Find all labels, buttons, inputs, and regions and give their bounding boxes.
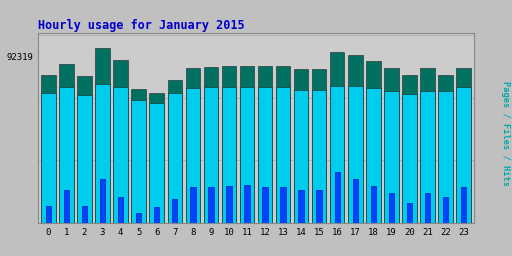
Bar [226, 186, 231, 223]
Bar [185, 68, 200, 223]
Bar [59, 64, 74, 223]
Bar [172, 199, 178, 223]
Bar [258, 87, 272, 223]
Bar [438, 91, 453, 223]
Bar [330, 86, 345, 223]
Bar [294, 90, 308, 223]
Bar [136, 213, 141, 223]
Bar [82, 206, 87, 223]
Bar [384, 91, 399, 223]
Text: Pages / Files / Hits: Pages / Files / Hits [501, 81, 510, 186]
Bar [294, 69, 308, 223]
Bar [366, 61, 380, 223]
Bar [118, 197, 123, 223]
Text: Hourly usage for January 2015: Hourly usage for January 2015 [38, 19, 245, 32]
Bar [456, 68, 471, 223]
Bar [240, 66, 254, 223]
Bar [59, 87, 74, 223]
Bar [353, 179, 358, 223]
Bar [348, 55, 362, 223]
Bar [334, 172, 340, 223]
Bar [113, 87, 128, 223]
Bar [366, 88, 380, 223]
Bar [281, 187, 286, 223]
Bar [316, 190, 322, 223]
Bar [41, 75, 56, 223]
Bar [77, 76, 92, 223]
Bar [330, 52, 345, 223]
Bar [95, 48, 110, 223]
Bar [402, 94, 417, 223]
Bar [63, 190, 69, 223]
Bar [240, 87, 254, 223]
Bar [262, 187, 268, 223]
Bar [461, 187, 466, 223]
Bar [41, 93, 56, 223]
Bar [113, 60, 128, 223]
Bar [276, 66, 290, 223]
Bar [276, 87, 290, 223]
Bar [222, 66, 236, 223]
Bar [100, 179, 105, 223]
Bar [258, 66, 272, 223]
Bar [420, 68, 435, 223]
Bar [154, 207, 159, 223]
Bar [312, 90, 327, 223]
Bar [204, 87, 218, 223]
Bar [348, 86, 362, 223]
Bar [298, 190, 304, 223]
Bar [46, 206, 51, 223]
Bar [456, 87, 471, 223]
Bar [222, 87, 236, 223]
Bar [204, 67, 218, 223]
Bar [150, 93, 164, 223]
Bar [389, 193, 394, 223]
Bar [384, 68, 399, 223]
Bar [167, 93, 182, 223]
Bar [425, 193, 430, 223]
Bar [150, 103, 164, 223]
Bar [167, 80, 182, 223]
Bar [244, 185, 250, 223]
Bar [77, 95, 92, 223]
Bar [407, 203, 412, 223]
Bar [190, 187, 196, 223]
Bar [443, 197, 449, 223]
Bar [132, 100, 146, 223]
Bar [420, 91, 435, 223]
Bar [208, 187, 214, 223]
Bar [371, 186, 376, 223]
Bar [95, 84, 110, 223]
Bar [312, 69, 327, 223]
Bar [185, 88, 200, 223]
Bar [438, 75, 453, 223]
Bar [132, 89, 146, 223]
Bar [402, 75, 417, 223]
